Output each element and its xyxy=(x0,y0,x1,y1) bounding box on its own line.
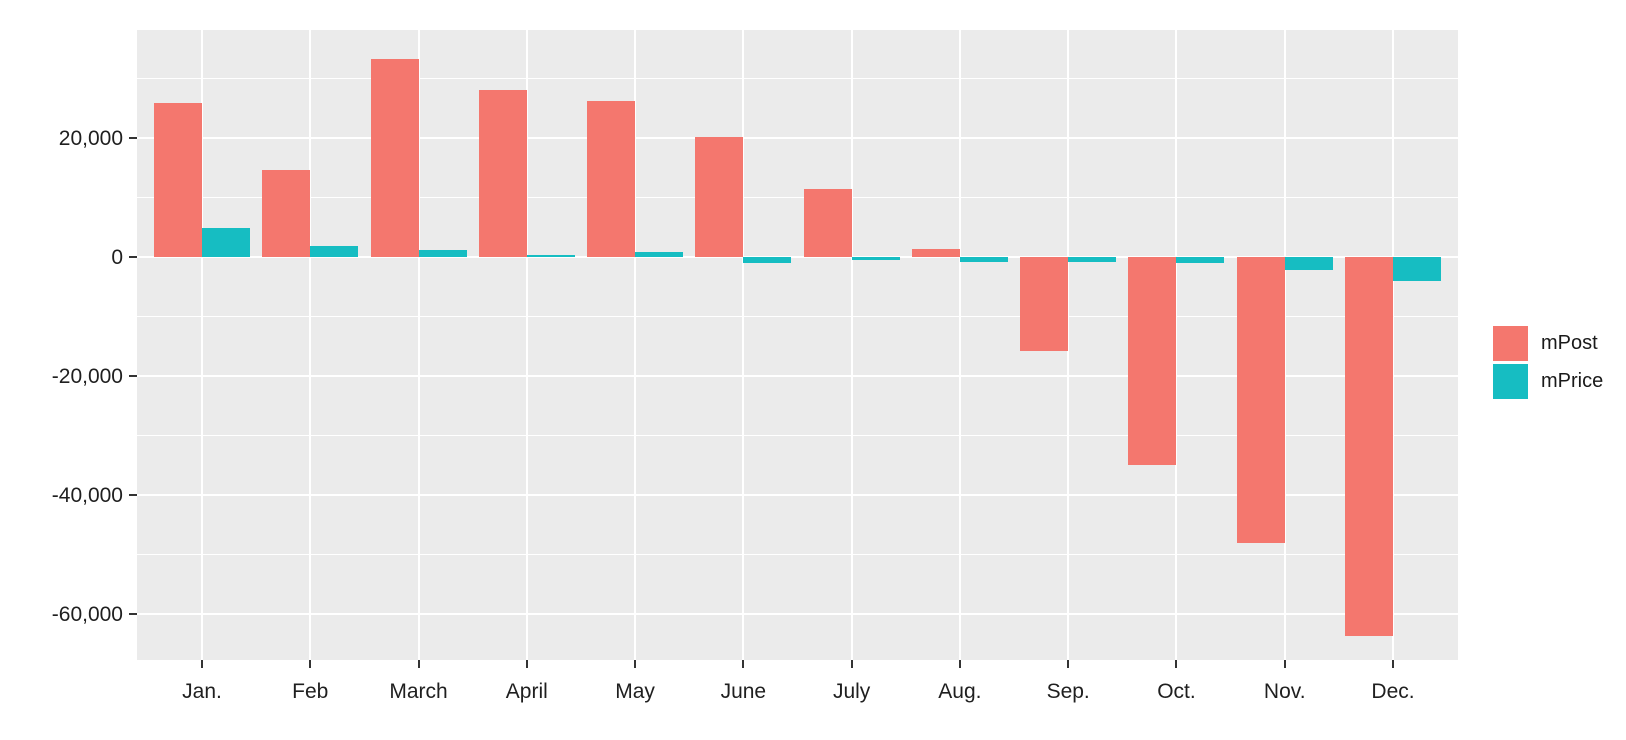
bar-mpost-nov xyxy=(1236,257,1285,544)
bar-mpost-march xyxy=(370,59,419,258)
category-gridline xyxy=(742,30,745,660)
bar-mprice-aug xyxy=(959,257,1008,263)
bar-mprice-june xyxy=(743,257,792,263)
x-axis-label: Jan. xyxy=(182,680,222,703)
x-tick xyxy=(742,660,745,668)
minor-gridline xyxy=(137,316,1458,318)
legend-entry-mprice: mPrice xyxy=(1493,363,1603,399)
category-gridline xyxy=(850,30,853,660)
category-gridline xyxy=(1175,30,1178,660)
x-axis-label: June xyxy=(720,680,767,703)
bar-mprice-may xyxy=(635,251,684,258)
x-tick xyxy=(850,660,853,668)
x-tick xyxy=(958,660,961,668)
y-axis-label: 0 xyxy=(111,245,123,269)
legend-label-mpost: mPost xyxy=(1541,331,1598,354)
category-gridline xyxy=(309,30,312,660)
y-tick xyxy=(129,137,137,140)
category-gridline xyxy=(417,30,420,660)
category-gridline xyxy=(525,30,528,660)
x-axis-label: March xyxy=(389,680,448,703)
bar-mpost-sep xyxy=(1020,257,1069,351)
x-axis-label: July xyxy=(832,680,871,703)
x-axis-label: April xyxy=(505,680,548,703)
x-tick xyxy=(634,660,637,668)
category-gridline xyxy=(1067,30,1070,660)
bar-mprice-feb xyxy=(310,245,359,258)
legend: mPost mPrice xyxy=(1493,325,1603,401)
x-axis-label: May xyxy=(615,680,655,703)
bar-mpost-dec xyxy=(1345,257,1393,636)
bar-mprice-april xyxy=(526,254,575,258)
major-gridline xyxy=(137,613,1458,616)
bar-mpost-april xyxy=(478,89,527,258)
x-tick xyxy=(309,660,312,668)
legend-swatch-mprice xyxy=(1493,363,1528,399)
plot-panel xyxy=(137,30,1458,660)
category-gridline xyxy=(1392,30,1394,660)
x-tick xyxy=(1067,660,1070,668)
x-axis-label: Nov. xyxy=(1263,680,1306,703)
x-axis-label: Dec. xyxy=(1371,680,1415,703)
x-axis-label: Feb xyxy=(292,680,329,703)
bar-mpost-june xyxy=(695,136,744,258)
x-axis-label: Sep. xyxy=(1046,680,1090,703)
bar-mprice-july xyxy=(851,257,900,260)
x-tick xyxy=(525,660,528,668)
category-gridline xyxy=(634,30,637,660)
bar-mprice-jan xyxy=(202,227,250,258)
x-axis-label: Oct. xyxy=(1157,680,1196,703)
bar-mpost-feb xyxy=(262,169,311,258)
y-axis-label: 20,000 xyxy=(58,126,123,150)
bar-mprice-sep xyxy=(1068,257,1117,263)
x-tick xyxy=(1283,660,1286,668)
minor-gridline xyxy=(137,554,1458,556)
bar-mprice-nov xyxy=(1284,257,1333,271)
x-tick xyxy=(417,660,420,668)
bar-mpost-may xyxy=(587,100,636,258)
bar-mprice-oct xyxy=(1176,257,1225,264)
major-gridline xyxy=(137,494,1458,497)
category-gridline xyxy=(201,30,203,660)
major-gridline xyxy=(137,256,1458,259)
major-gridline xyxy=(137,137,1458,140)
y-tick xyxy=(129,613,137,616)
category-gridline xyxy=(1283,30,1286,660)
y-axis-label: -60,000 xyxy=(51,602,123,626)
bar-mpost-jan xyxy=(154,103,202,258)
minor-gridline xyxy=(137,435,1458,437)
legend-swatch-mpost xyxy=(1493,325,1528,361)
bar-mprice-dec xyxy=(1393,257,1441,281)
x-axis-label: Aug. xyxy=(938,680,982,703)
bar-mpost-july xyxy=(803,189,852,258)
legend-label-mprice: mPrice xyxy=(1541,369,1604,392)
bar-mprice-march xyxy=(418,249,467,258)
y-tick xyxy=(129,494,137,497)
x-tick xyxy=(1175,660,1178,668)
legend-entry-mpost: mPost xyxy=(1493,325,1603,361)
x-tick xyxy=(201,660,203,668)
x-tick xyxy=(1392,660,1394,668)
category-gridline xyxy=(958,30,961,660)
y-axis-label: -40,000 xyxy=(51,483,123,507)
y-axis-label: -20,000 xyxy=(51,364,123,388)
minor-gridline xyxy=(137,197,1458,199)
y-tick xyxy=(129,256,137,259)
minor-gridline xyxy=(137,78,1458,80)
bar-mpost-oct xyxy=(1128,257,1177,465)
y-tick xyxy=(129,375,137,378)
major-gridline xyxy=(137,375,1458,378)
bar-mpost-aug xyxy=(911,248,960,258)
